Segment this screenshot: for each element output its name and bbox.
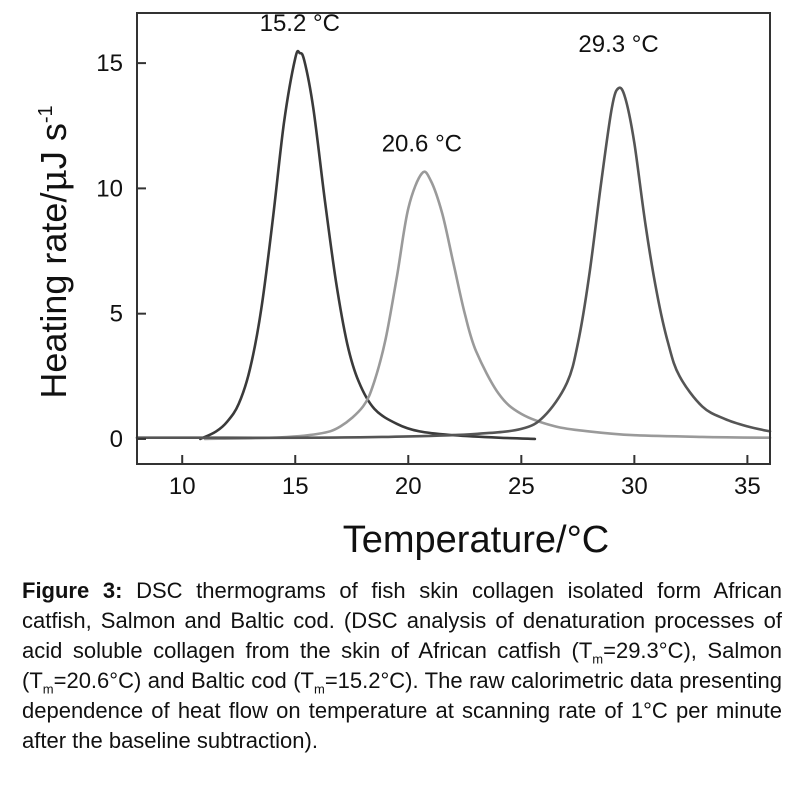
plot-area: 15.2 °C 20.6 °C 29.3 °C	[135, 10, 772, 441]
x-tick-label: 25	[508, 473, 535, 500]
y-axis-label-mu: μ	[34, 169, 75, 192]
series-line-2	[203, 170, 772, 441]
y-tick-label: 5	[110, 301, 123, 328]
caption-text-2: =29.3°C), Salmon (T	[22, 638, 783, 693]
peak-label-3: 29.3 °C	[578, 31, 658, 58]
axes: 10 15 20 25 30 35 0 5 10 15	[96, 12, 771, 500]
y-axis-label: Heating rate/μJ s-1	[33, 105, 75, 398]
caption-subscript-3: m	[313, 681, 325, 697]
caption-text-1: DSC thermograms of fish skin collagen is…	[22, 578, 782, 663]
caption-subscript-2: m	[42, 681, 54, 697]
y-axis-label-main: Heating rate/	[33, 193, 74, 399]
y-axis-label-exponent: -1	[35, 105, 57, 123]
x-tick-label: 20	[395, 473, 422, 500]
caption-text-4: =15.2°C). The raw calorimetric data pres…	[22, 668, 782, 753]
x-tick-label: 35	[734, 473, 761, 500]
peak-label-1: 15.2 °C	[260, 10, 340, 37]
plot-frame	[136, 12, 771, 465]
caption-text-3: =20.6°C) and Baltic cod (T	[53, 668, 314, 693]
y-tick-label: 15	[96, 50, 123, 77]
caption-subscript-1: m	[592, 651, 604, 667]
series-line-1	[199, 49, 537, 441]
y-axis-label-unit: J s	[33, 123, 74, 169]
x-tick-label: 10	[169, 473, 196, 500]
x-tick-label: 15	[282, 473, 309, 500]
x-tick-label: 30	[621, 473, 648, 500]
series-line-3	[135, 86, 772, 440]
y-tick-label: 0	[110, 426, 123, 453]
peak-label-2: 20.6 °C	[382, 130, 462, 157]
figure-caption: Figure 3: DSC thermograms of fish skin c…	[22, 576, 782, 756]
x-axis-label: Temperature/°C	[343, 519, 610, 561]
dsc-chart: 15.2 °C 20.6 °C 29.3 °C 10 15 20 25 30 35 0 5 10 15…	[33, 10, 772, 561]
figure-label: Figure 3:	[22, 578, 123, 603]
y-tick-label: 10	[96, 175, 123, 202]
